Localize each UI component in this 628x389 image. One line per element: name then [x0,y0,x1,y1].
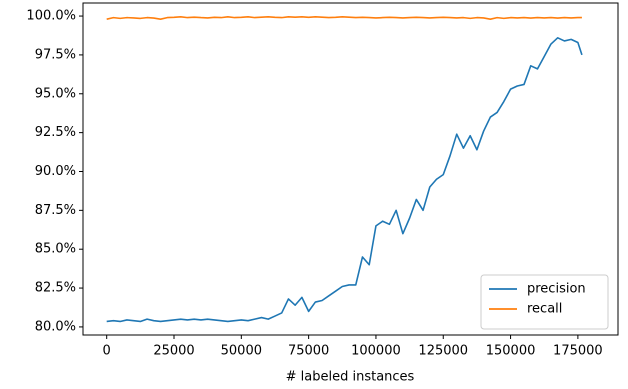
axes-frame [82,2,619,336]
y-tick-label: 97.5% [35,47,76,62]
legend-label: recall [527,302,562,317]
x-tick-label: 50000 [221,344,262,359]
x-tick-label: 25000 [153,344,194,359]
x-tick-label: 100000 [351,344,401,359]
line-recall [106,16,582,20]
legend-label: precision [527,282,586,297]
x-axis-label: # labeled instances [286,370,415,385]
y-tick-label: 80.0% [35,319,76,334]
y-tick-label: 82.5% [35,281,76,296]
y-tick-label: 90.0% [35,164,76,179]
y-tick-label: 87.5% [35,203,76,218]
y-tick-label: 100.0% [26,9,76,24]
x-tick-label: 125000 [418,344,468,359]
x-tick-label: 0 [103,344,111,359]
line-precision [106,37,583,323]
legend: precision recall [480,274,609,330]
y-tick-label: 85.0% [35,242,76,257]
x-tick-label: 175000 [553,344,603,359]
y-tick-label: 95.0% [35,86,76,101]
x-tick-label: 75000 [288,344,329,359]
y-tick-label: 92.5% [35,125,76,140]
x-tick-label: 150000 [486,344,536,359]
